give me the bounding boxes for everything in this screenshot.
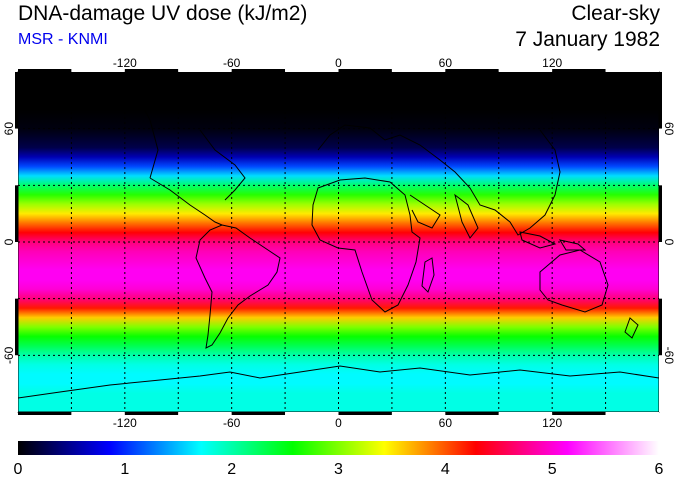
border-bar-bottom [391, 412, 446, 415]
border-bar-bottom [18, 412, 72, 415]
coast-central-america [149, 177, 223, 226]
border-bar-bottom [498, 412, 553, 415]
border-bar-left [15, 298, 18, 356]
border-bar-bottom [552, 412, 606, 415]
latitude-ticks-right: 60 0 -60 [662, 122, 676, 364]
colorbar-tick-label: 5 [548, 461, 557, 478]
colorbar-tick-label: 0 [14, 461, 23, 478]
lat-tick-label-left: 0 [2, 238, 16, 245]
lat-tick-label-right: 0 [662, 239, 676, 246]
sky-condition-label: Clear-sky [571, 2, 660, 25]
coast-indonesia [519, 231, 587, 251]
date-label: 7 January 1982 [515, 28, 660, 51]
border-bar-left [15, 128, 18, 186]
lon-tick-label-top: -120 [113, 56, 137, 70]
colorbar [18, 441, 659, 455]
border-bar-bottom [445, 412, 499, 415]
border-bar-bottom [338, 412, 392, 415]
map-border [15, 69, 662, 415]
lon-tick-label-bottom: 60 [439, 416, 453, 430]
source-label: MSR - KNMI [18, 31, 108, 48]
border-bar-right [659, 185, 662, 242]
coastlines [18, 72, 659, 399]
graticule [18, 72, 659, 412]
border-bar-right [659, 242, 662, 299]
border-bar-left [15, 355, 18, 412]
lat-tick-label-right: 60 [662, 122, 676, 136]
colorbar-tick-label: 6 [655, 461, 664, 478]
coast-india [454, 193, 479, 239]
lon-tick-label-bottom: 120 [542, 416, 562, 430]
border-bar-left [15, 72, 18, 129]
border-bar-bottom [231, 412, 286, 415]
border-bar-left [15, 242, 18, 299]
coast-africa [311, 177, 421, 313]
colorbar-tick-label: 4 [441, 461, 450, 478]
border-bar-top [71, 69, 125, 72]
lon-tick-label-bottom: -60 [223, 416, 241, 430]
border-bar-right [659, 355, 662, 412]
lon-tick-label-top: 120 [542, 56, 562, 70]
coast-eurasia [317, 124, 561, 236]
coast-madagascar [421, 257, 435, 293]
border-bar-top [124, 69, 179, 72]
longitude-ticks-top: -120 -60 0 60 120 [113, 56, 563, 70]
colorbar-ticks: 0 1 2 3 4 5 6 [14, 461, 664, 478]
border-bar-bottom [285, 412, 339, 415]
colorbar-tick-label: 3 [334, 461, 343, 478]
map-title: DNA-damage UV dose (kJ/m2) [18, 2, 308, 25]
latitude-ticks-left: 60 0 -60 [2, 122, 16, 364]
coast-antarctica [18, 365, 659, 399]
border-bar-bottom [71, 412, 125, 415]
border-bar-top [552, 69, 606, 72]
lat-tick-label-left: -60 [2, 346, 16, 364]
border-bar-top [18, 69, 72, 72]
border-bar-top [178, 69, 232, 72]
colorbar-tick-label: 2 [227, 461, 236, 478]
lon-tick-label-bottom: -120 [113, 416, 137, 430]
coast-arabia [409, 194, 441, 229]
border-bar-bottom [178, 412, 232, 415]
border-bar-right [659, 298, 662, 356]
lat-tick-label-right: -60 [662, 347, 676, 365]
coast-south-america [195, 224, 281, 349]
border-bar-top [231, 69, 286, 72]
lon-tick-label-top: 60 [439, 56, 453, 70]
border-bar-top [391, 69, 446, 72]
colorbar-tick-label: 1 [120, 461, 129, 478]
border-bar-top [338, 69, 392, 72]
lat-tick-label-left: 60 [2, 122, 16, 136]
border-bar-right [659, 72, 662, 129]
lon-tick-label-bottom: 0 [335, 416, 342, 430]
coast-new-zealand [624, 317, 639, 339]
border-bar-right [659, 128, 662, 186]
border-bar-left [15, 185, 18, 242]
longitude-ticks-bottom: -120 -60 0 60 120 [113, 416, 563, 430]
coast-australia [539, 249, 609, 313]
border-bar-top [605, 69, 659, 72]
border-bar-top [445, 69, 499, 72]
lon-tick-label-top: 0 [335, 56, 342, 70]
border-bar-top [498, 69, 553, 72]
border-bar-bottom [124, 412, 179, 415]
lon-tick-label-top: -60 [223, 56, 241, 70]
coast-north-america [39, 72, 246, 201]
border-bar-top [285, 69, 339, 72]
border-bar-bottom [605, 412, 659, 415]
